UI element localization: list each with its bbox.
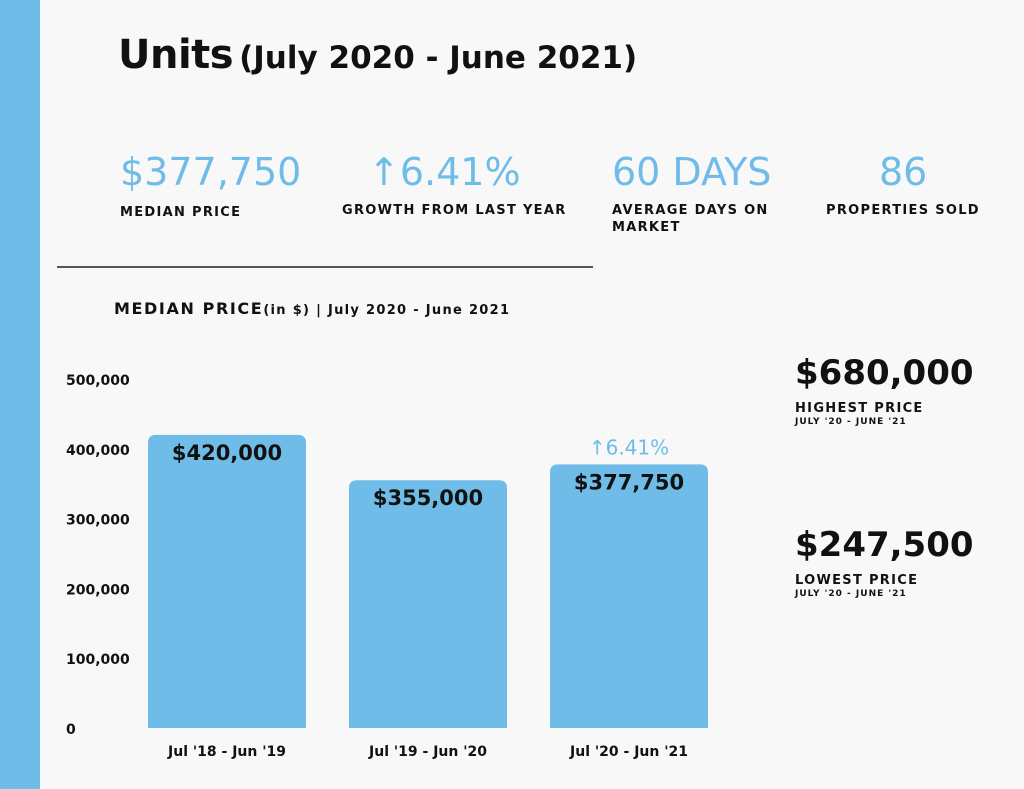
y-tick-label: 400,000 — [66, 443, 130, 459]
stat-days-label: AVERAGE DAYS ON MARKET — [612, 203, 769, 235]
highest-price-label: HIGHEST PRICE — [795, 401, 924, 416]
stat-sold-value: 86 — [879, 150, 928, 194]
bar — [349, 480, 507, 728]
stat-sold-label: PROPERTIES SOLD — [826, 203, 980, 218]
bar-value-label: $377,750 — [574, 470, 684, 494]
chart-heading-main: MEDIAN PRICE — [114, 299, 264, 318]
y-tick-label: 200,000 — [66, 582, 130, 598]
lowest-price-period: JULY '20 - JUNE '21 — [795, 589, 907, 599]
stat-growth-label: GROWTH FROM LAST YEAR — [342, 203, 567, 218]
bar — [550, 464, 708, 728]
lowest-price-label: LOWEST PRICE — [795, 573, 919, 588]
lowest-price-block: $247,500 LOWEST PRICE JULY '20 - JUNE '2… — [795, 525, 974, 599]
chart-heading: MEDIAN PRICE(in $) | July 2020 - June 20… — [114, 299, 510, 318]
bar-value-label: $355,000 — [373, 486, 483, 510]
highest-price-block: $680,000 HIGHEST PRICE JULY '20 - JUNE '… — [795, 353, 974, 427]
median-price-bar-chart: 0 100,000 200,000 300,000 400,000 500,000 $420… — [66, 373, 708, 760]
title-period: (July 2020 - June 2021) — [239, 40, 638, 76]
left-accent-bar — [0, 0, 40, 789]
highest-price-value: $680,000 — [795, 353, 974, 393]
title-main: Units — [118, 32, 234, 78]
highest-price-period: JULY '20 - JUNE '21 — [795, 417, 907, 427]
y-tick-label: 100,000 — [66, 652, 130, 668]
growth-annotation: ↑6.41% — [589, 435, 669, 459]
y-tick-label: 300,000 — [66, 513, 130, 529]
page-title: Units (July 2020 - June 2021) — [118, 32, 637, 78]
x-category-label: Jul '20 - Jun '21 — [569, 744, 688, 760]
stat-growth: ↑6.41% GROWTH FROM LAST YEAR — [342, 150, 582, 219]
y-tick-label: 0 — [66, 722, 76, 738]
stat-growth-value: ↑6.41% — [368, 150, 521, 194]
stat-median-price: $377,750 MEDIAN PRICE — [120, 150, 301, 221]
x-category-label: Jul '18 - Jun '19 — [167, 744, 286, 760]
bar-value-label: $420,000 — [172, 441, 282, 465]
lowest-price-value: $247,500 — [795, 525, 974, 565]
stat-days-on-market: 60 DAYS AVERAGE DAYS ON MARKET — [612, 150, 802, 236]
stat-days-value: 60 DAYS — [612, 150, 772, 194]
stat-median-price-label: MEDIAN PRICE — [120, 205, 242, 220]
bar — [148, 434, 306, 728]
stat-properties-sold: 86 PROPERTIES SOLD — [826, 150, 996, 219]
y-tick-label: 500,000 — [66, 373, 130, 389]
x-category-label: Jul '19 - Jun '20 — [368, 744, 487, 760]
section-divider — [57, 266, 593, 268]
stat-median-price-value: $377,750 — [120, 150, 302, 194]
chart-heading-suffix: (in $) | July 2020 - June 2021 — [263, 303, 511, 318]
